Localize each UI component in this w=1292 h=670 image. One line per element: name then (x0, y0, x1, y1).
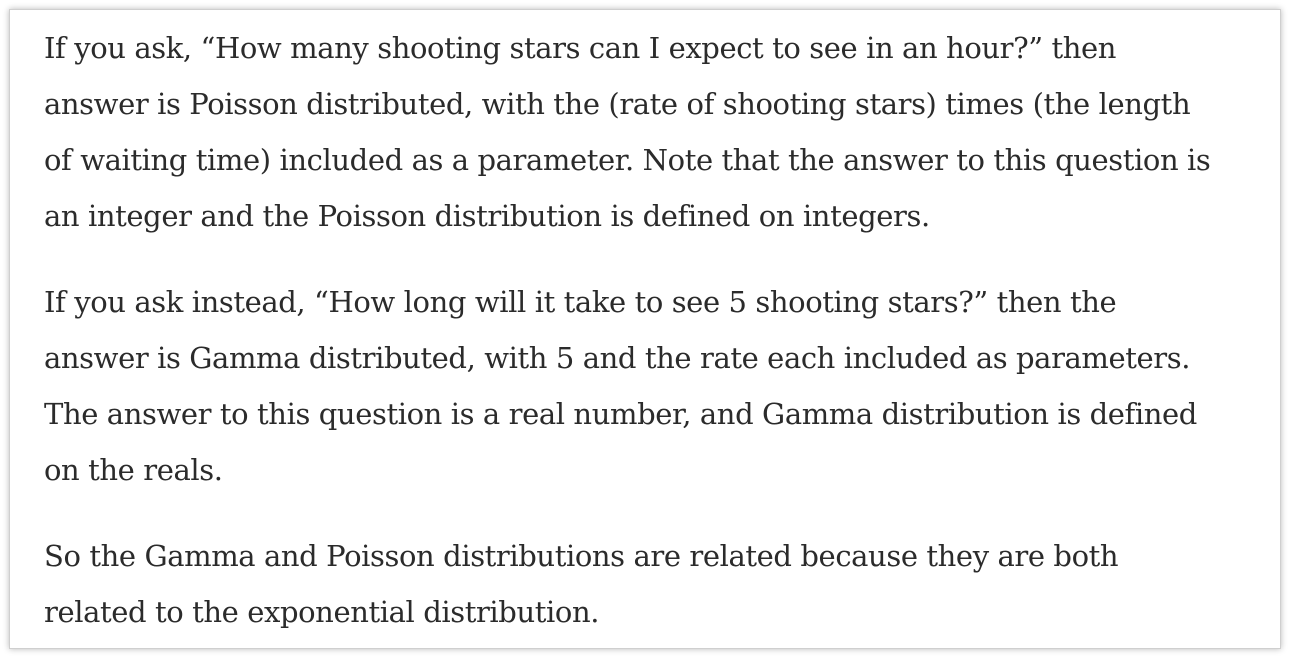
paragraph-relation: So the Gamma and Poisson distributions a… (44, 528, 1264, 640)
text-line: an integer and the Poisson distribution … (44, 199, 930, 233)
text-line: related to the exponential distribution. (44, 595, 600, 629)
paragraph-poisson: If you ask, “How many shooting stars can… (44, 20, 1264, 244)
article-excerpt-frame (9, 9, 1281, 649)
article-body: If you ask, “How many shooting stars can… (44, 20, 1264, 670)
text-line: answer is Poisson distributed, with the … (44, 87, 1191, 121)
text-line: If you ask, “How many shooting stars can… (44, 31, 1117, 65)
text-line: So the Gamma and Poisson distributions a… (44, 539, 1119, 573)
text-line: The answer to this question is a real nu… (44, 397, 1197, 431)
text-line: of waiting time) included as a parameter… (44, 143, 1211, 177)
paragraph-gamma: If you ask instead, “How long will it ta… (44, 274, 1264, 498)
text-line: on the reals. (44, 453, 223, 487)
text-line: If you ask instead, “How long will it ta… (44, 285, 1117, 319)
text-line: answer is Gamma distributed, with 5 and … (44, 341, 1191, 375)
